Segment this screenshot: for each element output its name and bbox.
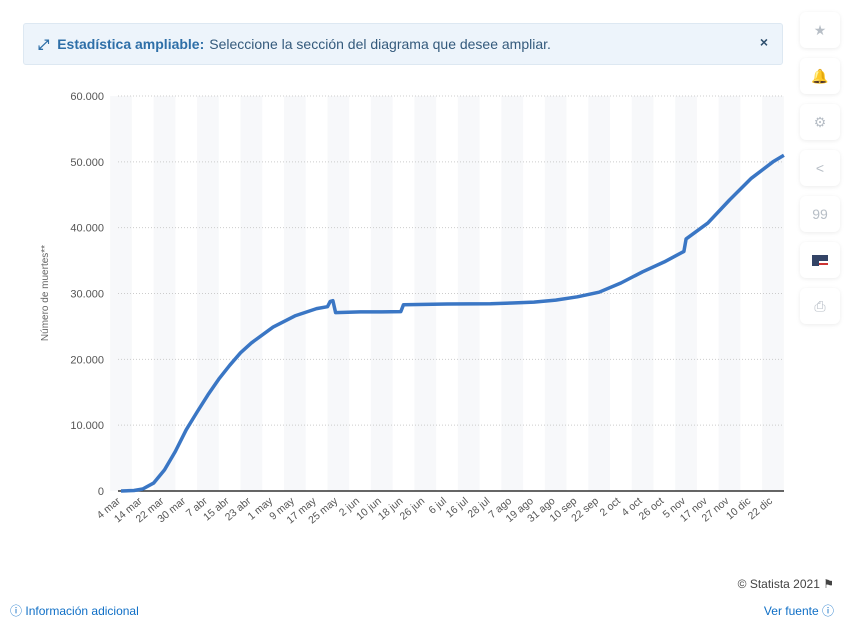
column-band — [327, 96, 350, 491]
flag-us-icon — [812, 254, 828, 266]
copyright-text: © Statista 2021 — [737, 577, 820, 591]
y-tick-label: 30.000 — [70, 289, 104, 301]
star-button[interactable]: ★ — [800, 12, 840, 48]
flag-us-button[interactable] — [800, 242, 840, 278]
x-tick-label: 22 dic — [746, 495, 775, 522]
flag-icon: ⚑ — [823, 577, 834, 591]
share-icon: < — [815, 160, 825, 176]
column-band — [284, 96, 306, 491]
info-icon: ⓘ — [10, 604, 23, 618]
banner-text: Seleccione la sección del diagrama que d… — [209, 36, 551, 52]
close-button[interactable]: × — [759, 34, 768, 50]
share-button[interactable]: < — [800, 150, 840, 186]
zoom-banner: ⤢ Estadística ampliable: Seleccione la s… — [23, 23, 783, 65]
y-tick-label: 10.000 — [70, 420, 104, 432]
y-tick-label: 40.000 — [70, 223, 104, 235]
deaths-line — [120, 153, 785, 493]
quote-icon: 99 — [812, 206, 828, 222]
quote-button[interactable]: 99 — [800, 196, 840, 232]
y-axis-label: Número de muertes** — [40, 245, 51, 341]
source-link[interactable]: Ver fuente ⓘ — [764, 602, 834, 619]
copyright: © Statista 2021 ⚑ — [738, 577, 834, 591]
info-icon: ⓘ — [821, 604, 834, 618]
info-link[interactable]: ⓘ Información adicional — [10, 602, 139, 619]
x-tick-label: 26 jun — [398, 495, 428, 523]
source-text: Ver fuente — [763, 604, 819, 618]
x-tick-label: 2 oct — [598, 495, 623, 519]
y-tick-label: 20.000 — [70, 354, 104, 366]
x-tick-label: 16 jul — [444, 495, 471, 520]
column-band — [370, 96, 393, 491]
info-text: Información adicional — [25, 604, 139, 618]
column-band — [414, 96, 437, 491]
expand-icon: ⤢ — [38, 35, 50, 52]
y-tick-label: 0 — [98, 486, 104, 498]
print-icon: ⎙ — [814, 297, 826, 314]
banner-title: Estadística ampliable: — [57, 36, 205, 52]
bell-button[interactable]: 🔔 — [800, 58, 840, 94]
y-tick-label: 50.000 — [70, 157, 104, 169]
column-band — [501, 96, 524, 491]
column-band — [240, 96, 263, 491]
print-button[interactable]: ⎙ — [800, 288, 840, 324]
column-band — [197, 96, 219, 491]
column-band — [675, 96, 697, 491]
gear-button[interactable]: ⚙ — [800, 104, 840, 140]
x-tick-label: 28 jul — [465, 495, 492, 520]
column-band — [153, 96, 176, 491]
column-band — [631, 96, 654, 491]
gear-icon: ⚙ — [813, 113, 827, 130]
bell-icon: 🔔 — [811, 67, 829, 84]
y-tick-label: 60.000 — [70, 91, 104, 103]
column-band — [457, 96, 480, 491]
star-icon: ★ — [813, 21, 827, 38]
column-band — [544, 96, 567, 491]
x-tick-label: 26 oct — [637, 495, 667, 523]
